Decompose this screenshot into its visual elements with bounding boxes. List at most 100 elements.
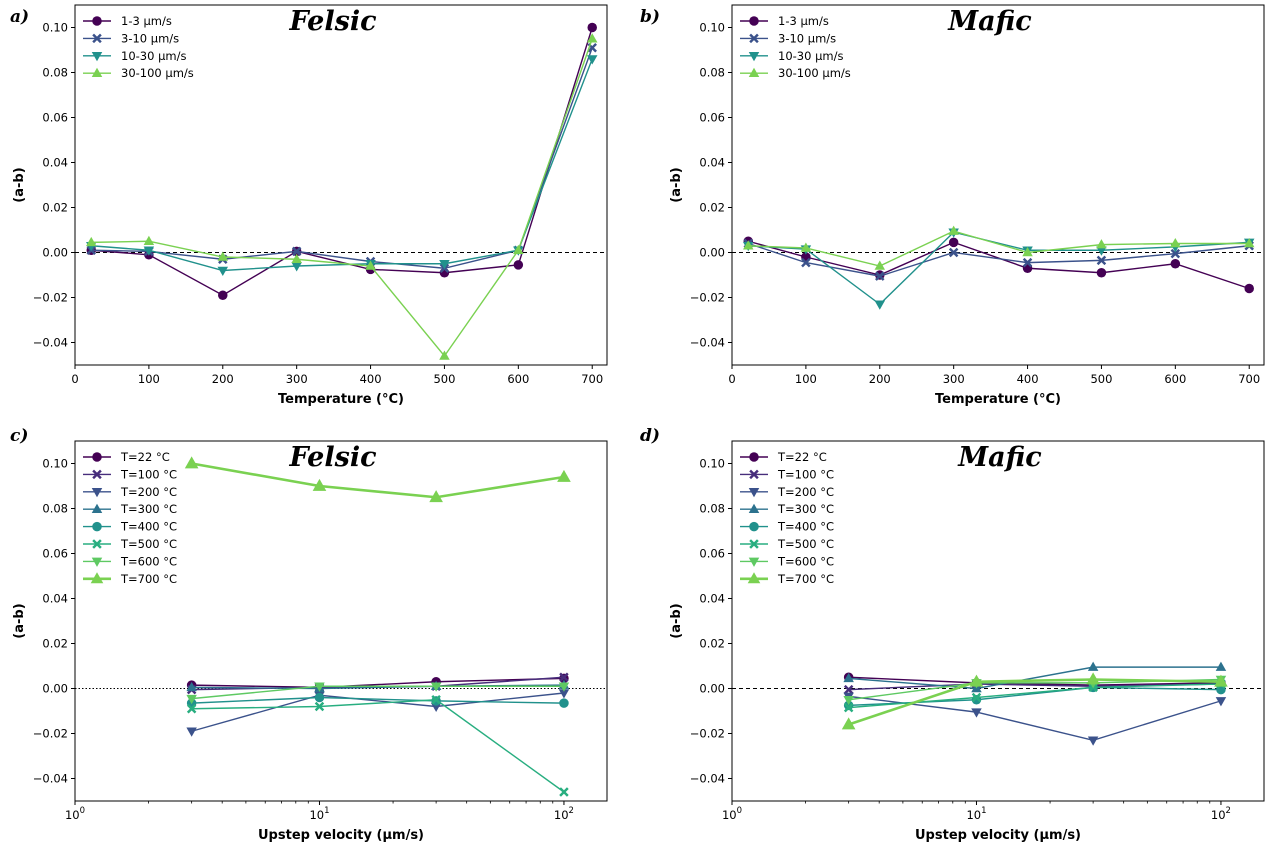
data-point [948, 237, 959, 248]
y-tick-label: 0.08 [42, 502, 68, 516]
x-tick-label: 600 [507, 372, 529, 386]
legend-marker [90, 572, 104, 584]
series-4 [743, 225, 1255, 270]
legend-item: T=700 °C [83, 572, 177, 586]
series-line [91, 38, 593, 358]
data-point [218, 290, 228, 300]
series-line [848, 666, 1221, 690]
x-tick-label: 200 [212, 372, 234, 386]
legend-label: T=600 °C [777, 554, 834, 568]
y-tick-label: 0.00 [42, 682, 68, 696]
series-1 [86, 22, 597, 300]
y-tick-label: 0.00 [699, 682, 725, 696]
data-point [217, 251, 229, 261]
y-tick-label: 0.06 [699, 547, 725, 561]
legend-item: T=200 °C [740, 485, 834, 499]
legend-label: 3-10 μm/s [121, 31, 179, 45]
legend-marker [748, 503, 760, 513]
series-line [848, 676, 1221, 686]
series-line [191, 462, 565, 499]
legend-label: 3-10 μm/s [778, 31, 836, 45]
x-tick-label: 200 [869, 372, 891, 386]
panel-1: −0.04 −0.02 0.00 0.02 0.04 0.06 0.08 0.10 0 100 20… [10, 4, 608, 407]
data-point [971, 692, 982, 703]
legend-marker [91, 557, 103, 567]
legend: 1-3 μm/s 3-10 μm/s 10-30 μm/s 30-100 μm/s [740, 14, 851, 80]
data-point [586, 55, 598, 65]
legend-marker [91, 67, 103, 77]
y-tick-label: 0.06 [42, 547, 68, 561]
legend-item: T=100 °C [83, 467, 177, 481]
legend-marker [748, 488, 760, 498]
legend-marker [749, 469, 759, 480]
y-tick-label: 0.04 [42, 156, 68, 170]
series-8 [841, 672, 1228, 730]
legend-label: T=700 °C [777, 572, 834, 586]
series-line [191, 699, 565, 793]
legend-marker [749, 521, 759, 532]
legend-label: T=500 °C [120, 537, 177, 551]
y-tick-label: 0.04 [699, 156, 725, 170]
x-tick-label: 100 [795, 372, 817, 386]
legend-item: 3-10 μm/s [83, 31, 179, 45]
legend-label: 10-30 μm/s [778, 49, 843, 63]
data-point [843, 684, 854, 695]
data-point [874, 300, 886, 310]
data-point [186, 727, 197, 737]
series-line [748, 242, 1250, 277]
data-point [559, 787, 569, 797]
legend-item: T=300 °C [83, 502, 177, 516]
x-tick-label: 300 [943, 372, 965, 386]
x-tick-label: 100 [722, 806, 742, 822]
series-2 [743, 238, 1254, 281]
data-point [186, 681, 197, 692]
data-point [430, 702, 442, 712]
y-tick-label: 0.00 [699, 246, 725, 260]
data-point [186, 704, 197, 714]
y-tick-label: 0.10 [42, 21, 68, 35]
data-point [841, 717, 856, 730]
series-line [191, 677, 564, 689]
y-axis-label: (a-b) [669, 603, 684, 638]
data-point [1086, 672, 1100, 685]
legend-marker [92, 469, 102, 480]
data-point [439, 350, 450, 360]
legend-marker [92, 452, 102, 462]
data-point [314, 701, 325, 712]
y-axis-label: (a-b) [12, 603, 27, 638]
x-tick-label: 102 [1211, 806, 1231, 822]
y-axis-label: (a-b) [669, 167, 684, 202]
x-tick-label: 700 [581, 372, 603, 386]
data-point [365, 260, 376, 270]
data-point [1087, 736, 1099, 746]
data-point [874, 260, 886, 270]
legend-label: T=22 °C [777, 450, 827, 464]
data-point [291, 246, 302, 257]
panel-letter: d) [640, 426, 660, 446]
panel-title: Mafic [957, 442, 1041, 473]
data-point [559, 672, 569, 682]
data-point [439, 260, 450, 270]
y-tick-label: 0.02 [42, 637, 68, 651]
legend-label: 30-100 μm/s [121, 66, 194, 80]
x-tick-label: 300 [286, 372, 308, 386]
data-point [143, 235, 155, 245]
data-point [1022, 247, 1033, 257]
series-line [748, 230, 1250, 267]
y-tick-label: −0.04 [690, 772, 725, 786]
series-8 [184, 456, 571, 503]
legend-label: T=300 °C [777, 502, 834, 516]
legend-marker [747, 572, 761, 584]
y-tick-label: 0.08 [699, 66, 725, 80]
data-point [843, 696, 854, 706]
data-point [1215, 661, 1227, 671]
data-point [513, 260, 524, 270]
data-point [558, 682, 570, 692]
data-point [948, 225, 959, 235]
legend-item: T=400 °C [83, 520, 177, 534]
y-tick-label: 0.02 [42, 201, 68, 215]
data-point [559, 698, 569, 708]
panel-title: Felsic [288, 442, 376, 473]
data-point [1215, 697, 1227, 707]
y-tick-label: −0.02 [33, 291, 68, 305]
